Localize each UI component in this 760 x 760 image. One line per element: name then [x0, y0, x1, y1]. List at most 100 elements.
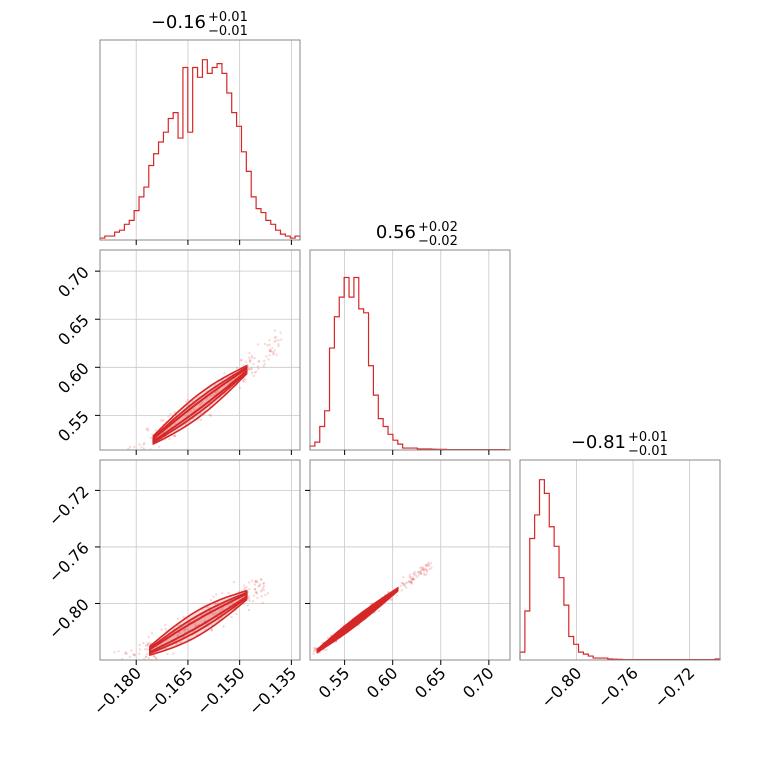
scatter-point [209, 599, 213, 602]
scatter-point [129, 464, 131, 466]
histogram-2-title-value: −0.81 [571, 432, 626, 453]
scatter-point [164, 623, 167, 627]
scatter-point [262, 584, 266, 588]
scatter-point [262, 365, 265, 368]
scatter-point [109, 454, 111, 456]
scatter-point [178, 631, 182, 635]
x-tick-label-param-1-2: 0.65 [411, 663, 450, 702]
scatter-point [153, 655, 156, 658]
scatter-point [109, 668, 111, 670]
scatter-point [125, 652, 129, 655]
scatter-point [259, 578, 263, 581]
scatter-point [109, 476, 111, 478]
scatter-point [148, 641, 151, 645]
scatter-point [176, 634, 179, 637]
x-tick-label-param-1-3: 0.70 [459, 663, 498, 702]
scatter-point [414, 573, 417, 577]
scatter-point [262, 581, 266, 585]
scatter-point [150, 661, 152, 663]
scatter-point [273, 336, 276, 339]
scatter-point [115, 468, 117, 470]
scatter-point [110, 671, 112, 673]
scatter-point [412, 572, 415, 575]
scatter-point [149, 436, 152, 440]
scatter-point [401, 581, 404, 585]
scatter-point [184, 628, 187, 631]
scatter-point [268, 348, 272, 351]
scatter-point [268, 354, 271, 357]
scatter-point [115, 470, 117, 472]
scatter-point [255, 370, 258, 373]
scatter-point [427, 563, 430, 566]
scatter-point [268, 349, 272, 353]
x-tick-label-param-2-1: −0.76 [594, 663, 642, 711]
scatter-point [110, 477, 112, 479]
scatter-point [178, 641, 182, 644]
scatter-point [173, 434, 177, 437]
scatter-point [240, 358, 243, 362]
scatter-point [248, 588, 251, 591]
scatter-point [312, 646, 316, 650]
scatter-point [272, 353, 275, 356]
scatter-point [247, 597, 251, 600]
scatter-point [112, 664, 114, 666]
scatter-point [403, 584, 407, 588]
scatter-point [111, 676, 113, 678]
scatter-point [214, 612, 218, 615]
scatter-point [270, 346, 274, 350]
histogram-1-title-value: 0.56 [376, 222, 416, 243]
scatter-point [271, 350, 274, 354]
scatter-point [155, 657, 158, 660]
histogram-0-title-upper-error: +0.01 [208, 10, 248, 25]
scatter-point [105, 468, 107, 470]
scatter-point [137, 454, 139, 456]
scatter-point [176, 617, 180, 620]
scatter-point [312, 652, 315, 656]
scatter-point [419, 566, 422, 569]
scatter-point [118, 476, 120, 478]
scatter-point [253, 588, 257, 591]
correlation-1-2-marks [312, 561, 433, 656]
scatter-point [242, 379, 245, 382]
scatter-point [411, 577, 415, 581]
scatter-point [275, 353, 278, 356]
scatter-point [146, 642, 149, 645]
y-tick-label-param-2-0: −0.80 [45, 595, 93, 643]
scatter-point [259, 590, 263, 593]
scatter-point [312, 650, 316, 653]
scatter-point [277, 342, 280, 346]
scatter-point [126, 464, 128, 466]
scatter-point [140, 446, 143, 449]
scatter-point [174, 642, 178, 646]
scatter-point [172, 434, 175, 438]
scatter-point [128, 445, 132, 449]
scatter-point [250, 354, 254, 358]
scatter-point [171, 652, 175, 656]
scatter-point [263, 342, 267, 346]
scatter-point [399, 584, 402, 588]
scatter-point [274, 335, 278, 339]
scatter-point [117, 662, 119, 664]
scatter-point [425, 570, 429, 573]
scatter-point [253, 356, 256, 360]
scatter-point [252, 594, 256, 597]
scatter-point [420, 567, 423, 570]
scatter-point [256, 596, 259, 600]
scatter-point [274, 339, 278, 342]
scatter-point [427, 564, 431, 568]
scatter-point [154, 656, 158, 659]
correlation-0-2-frame [99, 459, 301, 661]
scatter-point [127, 662, 129, 664]
scatter-point [113, 675, 115, 677]
scatter-point [411, 578, 414, 581]
scatter-point [212, 393, 215, 397]
y-tick-label-param-1-0: 0.55 [54, 407, 93, 446]
scatter-point [248, 599, 251, 603]
scatter-point [255, 579, 258, 582]
scatter-point [277, 339, 280, 342]
scatter-point [247, 367, 251, 371]
scatter-point [112, 473, 114, 475]
scatter-point [174, 422, 177, 425]
scatter-point [377, 609, 381, 613]
scatter-point [419, 572, 423, 575]
